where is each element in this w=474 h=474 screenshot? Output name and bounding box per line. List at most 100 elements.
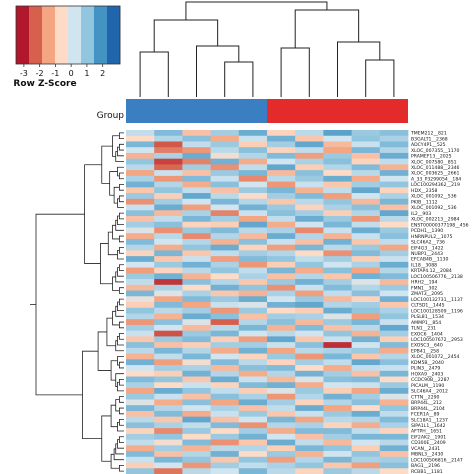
heatmap-cell: [154, 135, 183, 142]
row-label: XLOC_003625__2661: [411, 171, 460, 177]
heatmap-cell: [210, 135, 240, 142]
heatmap-cell: [238, 221, 268, 228]
heatmap-cell: [323, 158, 352, 165]
heatmap-cell: [154, 284, 183, 291]
heatmap-cell: [154, 393, 183, 400]
heatmap-cell: [182, 233, 211, 240]
heatmap-cell: [323, 296, 352, 303]
heatmap-cell: [351, 388, 381, 395]
heatmap-cell: [295, 244, 324, 251]
row-label: LOC100506776__2138: [411, 274, 463, 280]
row-label: TMEM212__821: [410, 131, 447, 137]
dendrogram-branch: [117, 146, 124, 157]
heatmap-cell: [351, 451, 381, 458]
heatmap-cell: [295, 135, 324, 142]
heatmap-cell: [210, 307, 240, 314]
heatmap-cell: [267, 416, 296, 423]
heatmap-cell: [323, 147, 352, 154]
heatmap-cell: [238, 273, 268, 280]
heatmap-cell: [154, 187, 183, 194]
heatmap-cell: [351, 158, 381, 165]
heatmap-cell: [210, 204, 240, 211]
heatmap-cell: [154, 451, 183, 458]
heatmap-cell: [126, 410, 155, 418]
heatmap-cell: [154, 382, 183, 389]
heatmap-cell: [210, 399, 240, 406]
group-label: Group: [97, 111, 125, 121]
heatmap-cell: [126, 210, 155, 217]
heatmap-cell: [210, 279, 240, 286]
heatmap-cell: [323, 376, 352, 383]
heatmap-cell: [210, 238, 240, 246]
heatmap-cell: [267, 393, 296, 400]
heatmap-cell: [295, 342, 324, 349]
dendrogram-branch: [139, 51, 169, 97]
heatmap-cell: [379, 405, 409, 412]
heatmap-cell: [351, 428, 381, 435]
heatmap-cell: [267, 302, 296, 309]
row-label: XLOC_001072__2454: [411, 354, 460, 360]
heatmap-cell: [126, 307, 155, 314]
heatmap-cell: [238, 238, 268, 246]
heatmap-cell: [154, 170, 183, 177]
heatmap-cell: [238, 405, 268, 412]
heatmap-cell: [267, 359, 296, 366]
heatmap-cell: [182, 302, 211, 309]
heatmap-cell: [210, 405, 240, 412]
heatmap-cell: [154, 141, 183, 148]
heatmap-cell: [238, 141, 268, 148]
heatmap-cell: [323, 313, 352, 320]
heatmap-cell: [351, 238, 381, 246]
heatmap-cell: [182, 158, 211, 165]
heatmap-cell: [323, 393, 352, 400]
row-label: HOXA9__2403: [411, 371, 443, 377]
heatmap-cell: [323, 273, 352, 280]
heatmap-cell: [126, 273, 155, 280]
heatmap-cell: [351, 227, 381, 234]
heatmap-cell: [210, 376, 240, 383]
heatmap-cell: [267, 198, 296, 205]
heatmap-cell: [323, 227, 352, 234]
heatmap-cell: [379, 428, 409, 435]
heatmap-cell: [295, 468, 324, 474]
heatmap-cell: [182, 336, 211, 343]
heatmap-cell: [126, 399, 155, 406]
heatmap-cell: [267, 250, 296, 257]
heatmap-cell: [126, 428, 155, 435]
heatmap-cell: [267, 388, 296, 395]
heatmap-cell: [295, 393, 324, 400]
heatmap-cell: [295, 399, 324, 406]
heatmap-cell: [154, 256, 183, 263]
heatmap-cell: [351, 210, 381, 217]
heatmap-cell: [238, 307, 268, 314]
heatmap-cell: [126, 290, 155, 297]
row-label: LOC100294362__219: [411, 182, 460, 188]
heatmap-cell: [351, 416, 381, 423]
heatmap-cell: [351, 307, 381, 314]
heatmap-cell: [238, 324, 268, 332]
heatmap-cell: [182, 175, 211, 182]
heatmap-cell: [210, 324, 240, 332]
heatmap-cell: [210, 330, 240, 337]
legend-color-swatch: [16, 6, 30, 64]
heatmap-cell: [210, 284, 240, 291]
heatmap-cell: [210, 353, 240, 360]
dendrogram-branch: [119, 396, 124, 403]
heatmap-cell: [351, 152, 381, 160]
heatmap-cell: [154, 422, 183, 429]
row-label: KRTAP4.12__2084: [411, 268, 452, 274]
heatmap-cell: [238, 336, 268, 343]
heatmap-cell: [351, 370, 381, 377]
heatmap-cell: [210, 393, 240, 400]
heatmap-cell: [379, 273, 409, 280]
heatmap-cell: [351, 353, 381, 360]
heatmap-cell: [379, 359, 409, 366]
heatmap-cell: [267, 468, 296, 474]
heatmap-cell: [182, 164, 211, 171]
heatmap-cell: [154, 175, 183, 182]
heatmap-cell: [323, 279, 352, 286]
heatmap-cell: [238, 181, 268, 188]
heatmap-cell: [267, 376, 296, 383]
heatmap-cell: [379, 445, 409, 452]
heatmap-cell: [154, 445, 183, 452]
